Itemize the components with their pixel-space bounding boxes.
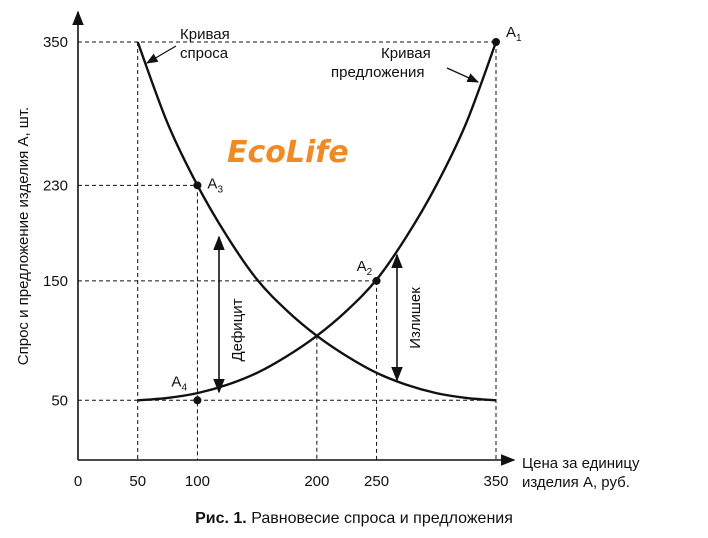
supply-curve: [137, 41, 498, 402]
point-label-A2: A2: [357, 258, 373, 278]
demand-label-line-2: спроса: [180, 45, 229, 62]
x-tick-label: 350: [483, 473, 508, 490]
x-tick-label: 100: [185, 473, 210, 490]
point-label-A4: A4: [171, 373, 187, 393]
point-label-A1: A1: [506, 24, 522, 44]
y-tick-label: 350: [43, 34, 68, 51]
supply-label-line-2: предложения: [331, 64, 425, 81]
demand-curve: [136, 41, 497, 402]
x-tick-labels: 0 50 100 200 250 350: [74, 473, 509, 490]
figure-caption: Рис. 1. Равновесие спроса и предложения: [0, 510, 708, 528]
marked-points: A1 A2 A3 A4: [171, 24, 522, 405]
x-tick-label: 250: [364, 473, 389, 490]
x-axis-label-line-2: изделия А, руб.: [522, 474, 630, 491]
point-label-A3: A3: [207, 175, 223, 195]
point-A3: [193, 181, 202, 190]
x-tick-label: 0: [74, 473, 82, 490]
surplus-label: Излишек: [407, 287, 424, 349]
point-label-subscript: 4: [181, 382, 187, 393]
point-label-subscript: 1: [516, 33, 522, 44]
deficit-label: Дефицит: [229, 298, 246, 361]
point-label-subscript: 3: [217, 184, 223, 195]
y-tick-labels: 50 150 230 350: [43, 34, 68, 409]
y-tick-label: 50: [51, 392, 68, 409]
watermark-logo: EcoLife: [227, 135, 349, 170]
point-A1: [492, 38, 500, 46]
point-A4: [193, 396, 202, 405]
y-tick-label: 150: [43, 273, 68, 290]
x-axis-label-line-1: Цена за единицу: [522, 455, 640, 472]
x-tick-label: 200: [304, 473, 329, 490]
supply-label-line-1: Кривая: [381, 45, 431, 62]
caption-number: Рис. 1.: [195, 510, 247, 527]
point-label-subscript: 2: [367, 267, 373, 278]
y-axis-label: Спрос и предложение изделия А, шт.: [15, 107, 32, 365]
guide-lines: [78, 41, 497, 460]
point-A2: [372, 276, 381, 285]
demand-label-line-1: Кривая: [180, 26, 230, 43]
caption-text: Равновесие спроса и предложения: [246, 510, 513, 527]
y-tick-label: 230: [43, 177, 68, 194]
x-tick-label: 50: [129, 473, 146, 490]
demand-label-pointer: [145, 45, 177, 64]
supply-label-pointer: [446, 67, 480, 83]
